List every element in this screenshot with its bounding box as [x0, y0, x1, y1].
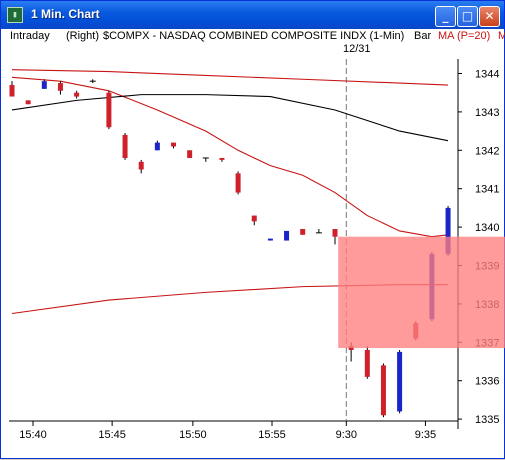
candle-down: [380, 365, 386, 416]
candle-down: [74, 92, 80, 97]
candle-down: [364, 349, 370, 377]
close-button[interactable]: ✕: [479, 6, 500, 27]
symbol-label: $COMPX - NASDAQ COMBINED COMPOSITE INDX …: [103, 30, 405, 42]
ma-line-1: [11, 94, 449, 142]
y-tick-label: 1340: [475, 222, 499, 234]
x-tick-label: 15:40: [19, 429, 47, 441]
y-tick-label: 1344: [475, 69, 499, 81]
candle-down: [9, 85, 15, 97]
candle-up: [445, 207, 451, 254]
candle-up: [41, 81, 47, 89]
candle-down: [122, 134, 128, 158]
candle-down: [57, 83, 63, 91]
x-tick-label: 15:55: [258, 429, 286, 441]
candle-up: [154, 142, 160, 151]
candle-down: [171, 142, 176, 147]
candle-down: [300, 229, 306, 235]
candle-down: [25, 100, 31, 105]
y-tick-label: 1342: [475, 145, 499, 157]
candle-down: [138, 161, 144, 170]
candle-down: [219, 157, 225, 160]
highlight-zone: [338, 236, 505, 349]
indicator-cut-label: M: [498, 30, 505, 42]
ma-line-2: [11, 69, 449, 86]
candle-down: [332, 229, 338, 237]
chart-header: Intraday (Right) $COMPX - NASDAQ COMBINE…: [2, 29, 505, 45]
y-tick-label: 1341: [475, 184, 499, 196]
y-tick-label: 1335: [475, 414, 499, 426]
y-tick-label: 1336: [475, 376, 499, 388]
candle-up: [267, 238, 273, 241]
candle-up: [397, 351, 403, 412]
interval-label: Intraday: [10, 30, 50, 42]
candle-down: [106, 92, 112, 128]
axis-side-label: (Right): [66, 30, 100, 42]
y-tick-label: 1343: [475, 107, 499, 119]
x-tick-label: 9:35: [415, 429, 436, 441]
candle-down: [251, 215, 257, 222]
title-bar[interactable]: ▮ 1 Min. Chart _ □ ✕: [1, 1, 504, 29]
candle-down: [235, 173, 241, 193]
chart-app-icon[interactable]: ▮: [7, 7, 23, 23]
minimize-button[interactable]: _: [435, 6, 456, 27]
x-tick-label: 15:45: [98, 429, 126, 441]
style-label: Bar: [414, 30, 432, 42]
candle-up: [284, 230, 290, 241]
x-tick-label: 9:30: [336, 429, 357, 441]
date-marker-label: 12/31: [343, 43, 371, 55]
maximize-button[interactable]: □: [457, 6, 478, 27]
candle-down: [187, 150, 193, 158]
x-tick-label: 15:50: [179, 429, 207, 441]
window-title: 1 Min. Chart: [31, 7, 100, 21]
indicator-label: MA (P=20): [438, 30, 491, 42]
